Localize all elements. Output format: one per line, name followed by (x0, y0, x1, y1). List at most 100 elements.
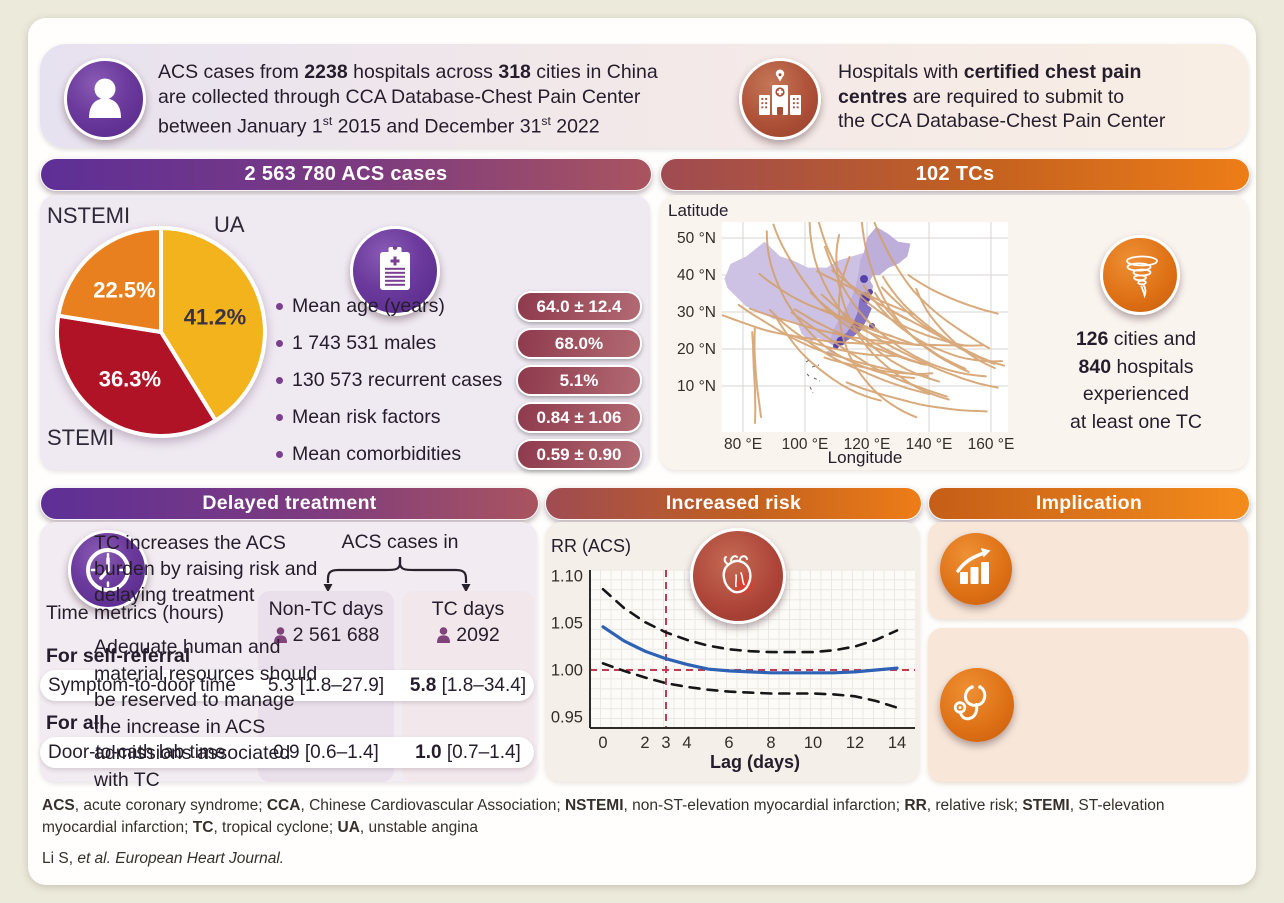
row-label: Symptom-to-door time (48, 675, 236, 696)
abbreviations-text: ACS, acute coronary syndrome; CCA, Chine… (42, 797, 1165, 836)
tc-panel-header: 102 TCs (660, 158, 1250, 191)
pie-label-ua: UA (214, 212, 245, 237)
svg-text:10 °N: 10 °N (677, 378, 716, 395)
top-right-text: Hospitals with certified chest pain cent… (838, 60, 1238, 134)
tc-count-value: 2092 (456, 624, 500, 646)
svg-text:0.95: 0.95 (551, 709, 583, 727)
implication-text-burden: TC increases the ACS burden by raising r… (94, 532, 318, 606)
map-ylabel: Latitude (668, 201, 729, 220)
svg-text:30 °N: 30 °N (677, 304, 716, 321)
stat-row: 130 573 recurrent cases 5.1% (276, 362, 642, 399)
stat-row: Mean risk factors 0.84 ± 1.06 (276, 399, 642, 436)
svg-text:8: 8 (766, 734, 775, 752)
implication-panel-header: Implication (928, 487, 1250, 520)
person-count-icon (273, 627, 287, 643)
pie-label-stemi: STEMI (47, 425, 115, 450)
stat-value-pill: 68.0% (516, 328, 642, 359)
tc-info-text: 126 cities and 840 hospitals experienced… (1030, 326, 1242, 436)
stat-value-pill: 5.1% (516, 365, 642, 396)
stat-value-pill: 64.0 ± 12.4 (516, 291, 642, 322)
delayed-panel-header: Delayed treatment (40, 487, 539, 520)
stat-value-pill: 0.84 ± 1.06 (516, 402, 642, 433)
tornado-icon (1100, 235, 1180, 315)
svg-text:140 °E: 140 °E (906, 436, 953, 453)
pie-label-nstemi: NSTEMI (47, 203, 131, 228)
tc-value: 5.8 [1.8–34.4] (409, 675, 527, 696)
stethoscope-icon (940, 668, 1014, 742)
stat-label: 130 573 recurrent cases (292, 369, 503, 391)
acs-stats-list: Mean age (years) 64.0 ± 12.4 1 743 531 m… (276, 288, 642, 473)
svg-text:22.5%: 22.5% (93, 277, 155, 302)
row-label: Door-to-cath lab time (48, 742, 226, 763)
symptom-to-door-row: Symptom-to-door time 5.3 [1.8–27.9] 5.8 … (40, 670, 534, 701)
map-xlabel: Longitude (827, 448, 903, 467)
non-tc-value: 5.3 [1.8–27.9] (267, 675, 385, 696)
svg-text:80 °E: 80 °E (724, 436, 762, 453)
svg-text:14: 14 (888, 734, 906, 752)
heart-icon (690, 528, 786, 624)
top-left-line3: between January 1st 2015 and December 31… (158, 114, 600, 138)
growth-chart-icon (940, 533, 1012, 605)
time-metrics-label: Time metrics (hours) (46, 602, 225, 624)
bullet-icon (276, 451, 283, 458)
acs-panel-header: 2 563 780 ACS cases (40, 158, 652, 191)
person-icon (64, 58, 146, 140)
risk-panel-header: Increased risk (545, 487, 922, 520)
svg-text:120 °E: 120 °E (844, 436, 891, 453)
stat-label: 1 743 531 males (292, 332, 437, 354)
top-band (40, 44, 1248, 148)
person-count-icon (437, 627, 451, 643)
bullet-icon (276, 340, 283, 347)
svg-text:12: 12 (846, 734, 864, 752)
stat-row: Mean age (years) 64.0 ± 12.4 (276, 288, 642, 325)
non-tc-days-title: Non-TC days (268, 598, 384, 620)
top-left-line1: ACS cases from 2238 hospitals across 318… (158, 61, 658, 83)
tc-info-line4: at least one TC (1070, 410, 1202, 433)
acs-cases-in-label: ACS cases in (341, 531, 459, 553)
top-right-line3: the CCA Database-Chest Pain Center (838, 110, 1166, 132)
stat-row: Mean comorbidities 0.59 ± 0.90 (276, 436, 642, 473)
stat-row: 1 743 531 males 68.0% (276, 325, 642, 362)
citation-text: Li S, et al. European Heart Journal. (42, 850, 285, 867)
svg-text:20 °N: 20 °N (677, 341, 716, 358)
svg-text:160 °E: 160 °E (968, 436, 1015, 453)
stat-label: Mean age (years) (292, 295, 445, 317)
svg-text:36.3%: 36.3% (99, 367, 161, 392)
implication-text-resources: Adequate human and material resources sh… (94, 636, 318, 791)
tc-info-line2: 840 hospitals (1078, 355, 1194, 378)
svg-text:2: 2 (640, 734, 649, 752)
top-left-line2: are collected through CCA Database-Chest… (158, 85, 641, 108)
tc-info-line1: 126 cities and (1075, 328, 1197, 350)
stat-value-pill: 0.59 ± 0.90 (516, 439, 642, 470)
svg-text:10: 10 (804, 734, 822, 752)
bullet-icon (276, 303, 283, 310)
svg-text:4: 4 (682, 734, 691, 752)
svg-text:1.05: 1.05 (551, 615, 583, 633)
top-right-line2: centres are required to submit to (838, 85, 1125, 108)
acs-pie-chart: 41.2% 36.3% 22.5% (55, 226, 267, 438)
hospital-icon (739, 58, 821, 140)
non-tc-count: 2 561 688 (258, 624, 394, 647)
svg-text:1.10: 1.10 (551, 568, 583, 586)
door-to-cath-row: Door-to-cath lab time 0.9 [0.6–1.4] 1.0 … (40, 737, 534, 768)
bullet-icon (276, 414, 283, 421)
tc-value: 1.0 [0.7–1.4] (415, 742, 521, 763)
svg-text:40 °N: 40 °N (677, 267, 716, 284)
svg-text:3: 3 (661, 734, 670, 752)
tc-info-line3: experienced (1082, 383, 1190, 405)
svg-text:6: 6 (724, 734, 733, 752)
svg-text:50 °N: 50 °N (677, 230, 716, 247)
group-for-all: For all (46, 712, 105, 734)
bullet-icon (276, 377, 283, 384)
tc-days-title: TC days (431, 598, 505, 620)
non-tc-value: 0.9 [0.6–1.4] (273, 742, 379, 763)
tc-count: 2092 (402, 624, 534, 647)
split-brace-arrows (323, 557, 471, 593)
top-right-line1: Hospitals with certified chest pain (838, 61, 1142, 83)
stat-label: Mean risk factors (292, 406, 441, 428)
tc-track-map: 50 °N 40 °N 30 °N 20 °N 10 °N 80 °E 100 °E 120 … (677, 222, 1015, 453)
svg-text:100 °E: 100 °E (782, 436, 829, 453)
top-left-text: ACS cases from 2238 hospitals across 318… (158, 60, 678, 139)
svg-text:41.2%: 41.2% (184, 305, 246, 330)
clipboard-icon (350, 226, 440, 316)
